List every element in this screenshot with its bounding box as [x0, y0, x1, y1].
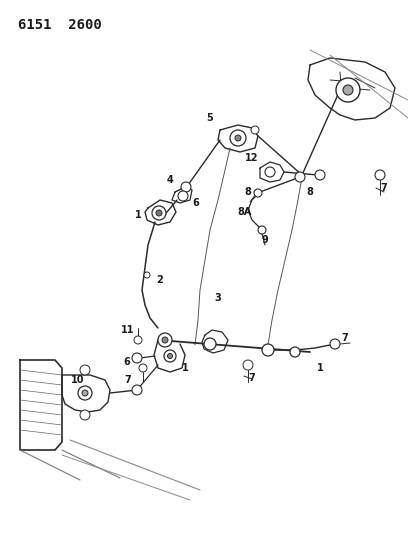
Text: 11: 11 [121, 325, 135, 335]
Circle shape [343, 85, 353, 95]
Circle shape [156, 210, 162, 216]
Text: 1: 1 [182, 363, 188, 373]
Circle shape [230, 130, 246, 146]
Circle shape [158, 333, 172, 347]
Circle shape [139, 364, 147, 372]
Circle shape [235, 135, 241, 141]
Circle shape [80, 365, 90, 375]
Text: 8: 8 [306, 187, 313, 197]
Text: 6151  2600: 6151 2600 [18, 18, 102, 32]
Text: 3: 3 [215, 293, 222, 303]
Text: 8A: 8A [238, 207, 252, 217]
Circle shape [78, 386, 92, 400]
Circle shape [132, 353, 142, 363]
Text: 1: 1 [135, 210, 142, 220]
Circle shape [330, 339, 340, 349]
Text: 7: 7 [248, 373, 255, 383]
Circle shape [254, 189, 262, 197]
Text: 7: 7 [341, 333, 348, 343]
Circle shape [134, 336, 142, 344]
Text: 1: 1 [317, 363, 324, 373]
Text: 2: 2 [157, 275, 163, 285]
Text: 6: 6 [124, 357, 131, 367]
Circle shape [152, 206, 166, 220]
Circle shape [295, 172, 305, 182]
Circle shape [144, 272, 150, 278]
Circle shape [82, 390, 88, 396]
Circle shape [162, 337, 168, 343]
Circle shape [336, 78, 360, 102]
Text: 4: 4 [166, 175, 173, 185]
Circle shape [178, 191, 188, 201]
Circle shape [265, 167, 275, 177]
Circle shape [315, 170, 325, 180]
Text: 7: 7 [124, 375, 131, 385]
Text: 10: 10 [71, 375, 85, 385]
Text: 8: 8 [244, 187, 251, 197]
Circle shape [80, 410, 90, 420]
Circle shape [164, 350, 176, 362]
Circle shape [258, 226, 266, 234]
Text: 5: 5 [206, 113, 213, 123]
Text: 6: 6 [193, 198, 200, 208]
Circle shape [262, 344, 274, 356]
Circle shape [168, 353, 173, 359]
Circle shape [181, 182, 191, 192]
Circle shape [375, 170, 385, 180]
Circle shape [251, 126, 259, 134]
Circle shape [290, 347, 300, 357]
Text: 12: 12 [245, 153, 259, 163]
Circle shape [132, 385, 142, 395]
Circle shape [204, 338, 216, 350]
Text: 7: 7 [381, 183, 387, 193]
Circle shape [243, 360, 253, 370]
Text: 9: 9 [262, 235, 268, 245]
